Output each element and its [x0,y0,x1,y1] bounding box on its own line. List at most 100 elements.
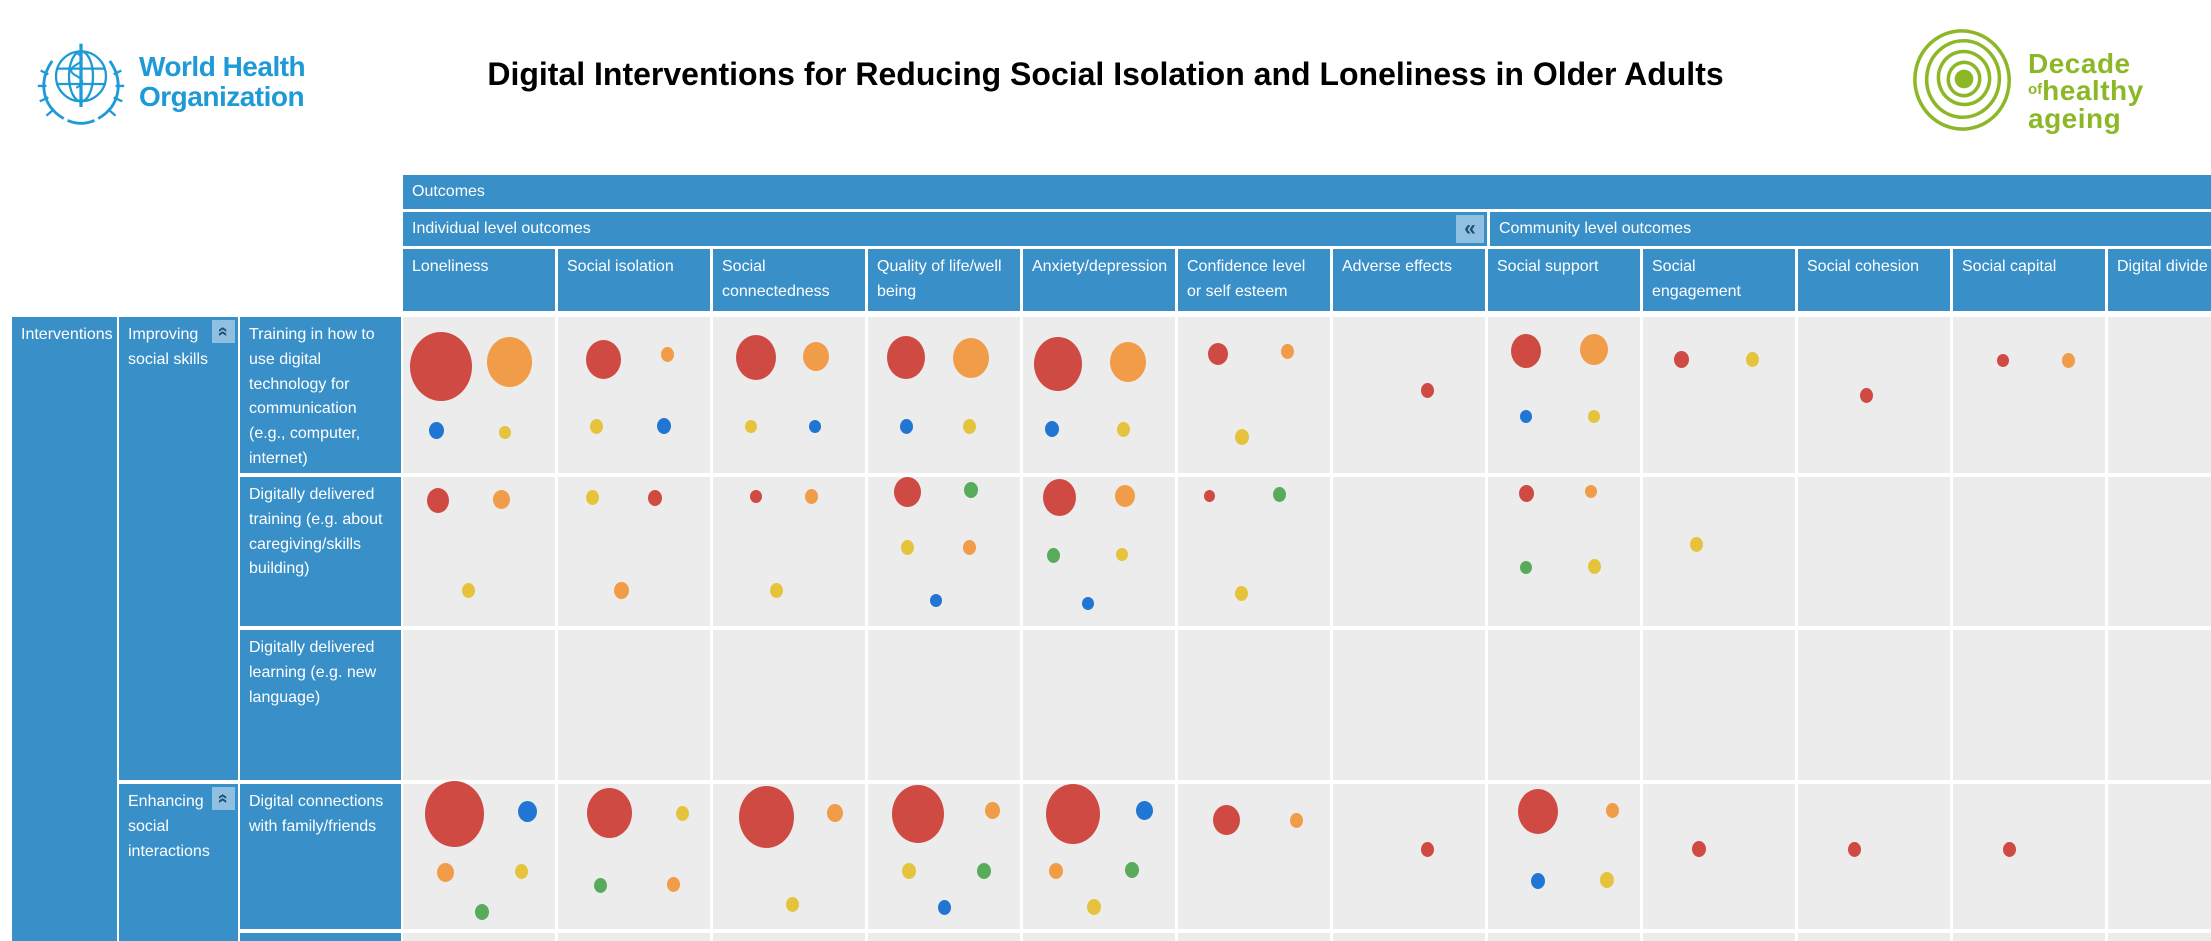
evidence-bubble-blue[interactable] [518,801,538,823]
evidence-bubble-orange[interactable] [614,581,630,599]
evidence-bubble-red[interactable] [410,332,472,402]
evidence-bubble-orange[interactable] [1585,485,1598,499]
evidence-bubble-orange[interactable] [1114,485,1135,508]
evidence-bubble-red[interactable] [1046,784,1101,845]
evidence-bubble-yellow[interactable] [586,490,600,506]
evidence-bubble-orange[interactable] [1280,343,1294,359]
evidence-bubble-green[interactable] [976,863,991,879]
evidence-bubble-red[interactable] [738,786,794,849]
evidence-bubble-red[interactable] [1042,479,1076,517]
evidence-bubble-yellow[interactable] [1689,536,1703,552]
evidence-bubble-red[interactable] [892,785,945,844]
evidence-bubble-yellow[interactable] [1116,421,1130,437]
evidence-bubble-orange[interactable] [493,489,511,509]
evidence-bubble-orange[interactable] [1580,334,1609,366]
evidence-bubble-yellow[interactable] [1588,410,1601,424]
evidence-bubble-yellow[interactable] [1745,351,1759,367]
evidence-bubble-blue[interactable] [657,418,672,435]
evidence-bubble-red[interactable] [894,476,922,507]
evidence-bubble-yellow[interactable] [515,863,529,879]
evidence-bubble-red[interactable] [648,489,663,506]
evidence-bubble-yellow[interactable] [676,805,690,821]
evidence-bubble-red[interactable] [425,781,485,848]
evidence-bubble-green[interactable] [1273,487,1287,503]
evidence-bubble-green[interactable] [475,903,490,920]
evidence-bubble-yellow[interactable] [589,418,603,434]
evidence-bubble-orange[interactable] [486,337,532,388]
evidence-bubble-yellow[interactable] [1587,558,1601,574]
evidence-bubble-blue[interactable] [1044,421,1059,438]
evidence-bubble-blue[interactable] [937,899,951,915]
evidence-bubble-yellow[interactable] [1115,547,1128,561]
evidence-bubble-blue[interactable] [1082,597,1095,611]
evidence-bubble-yellow[interactable] [901,539,915,555]
row-group-label: Enhancing social interactions [128,793,210,860]
evidence-bubble-red[interactable] [887,336,925,380]
evidence-bubble-yellow[interactable] [902,863,917,879]
evidence-bubble-red[interactable] [1518,484,1534,502]
evidence-bubble-blue[interactable] [428,422,444,440]
evidence-bubble-yellow[interactable] [785,896,799,912]
evidence-bubble-blue[interactable] [1531,873,1546,890]
evidence-bubble-orange[interactable] [953,337,990,378]
evidence-bubble-yellow[interactable] [770,582,784,598]
evidence-bubble-yellow[interactable] [745,419,757,433]
evidence-bubble-red[interactable] [1518,789,1559,835]
evidence-bubble-orange[interactable] [963,539,977,555]
evidence-bubble-yellow[interactable] [963,418,977,434]
evidence-bubble-red[interactable] [426,488,449,514]
evidence-bubble-red[interactable] [1673,350,1689,368]
evidence-bubble-orange[interactable] [805,488,819,504]
evidence-bubble-blue[interactable] [930,594,943,608]
decade-of-healthy-ageing-logo: Decade ofhealthy ageing [1910,24,2144,134]
evidence-bubble-red[interactable] [1420,841,1434,857]
evidence-bubble-orange[interactable] [1049,863,1064,879]
evidence-bubble-red[interactable] [1847,841,1861,857]
evidence-bubble-red[interactable] [1859,387,1873,403]
evidence-bubble-green[interactable] [1046,548,1060,564]
evidence-bubble-orange[interactable] [985,801,1001,819]
evidence-bubble-orange[interactable] [1109,342,1146,383]
grid-cell [713,784,865,929]
evidence-bubble-orange[interactable] [667,876,681,892]
evidence-bubble-red[interactable] [1033,336,1082,391]
evidence-bubble-orange[interactable] [2062,353,2076,369]
chevron-double-up-icon[interactable]: « [212,320,235,343]
evidence-bubble-blue[interactable] [808,419,821,433]
evidence-bubble-blue[interactable] [899,418,913,434]
evidence-bubble-orange[interactable] [1606,802,1620,818]
individual-level-outcomes-label: Individual level outcomes [412,220,591,237]
evidence-bubble-blue[interactable] [1136,800,1154,820]
evidence-bubble-orange[interactable] [437,862,455,882]
evidence-bubble-green[interactable] [1125,861,1140,878]
evidence-bubble-red[interactable] [1207,343,1228,366]
evidence-bubble-orange[interactable] [660,346,674,362]
evidence-bubble-red[interactable] [1204,490,1216,503]
evidence-bubble-blue[interactable] [1520,410,1532,424]
evidence-bubble-green[interactable] [964,482,979,499]
evidence-bubble-yellow[interactable] [1234,429,1249,446]
evidence-bubble-yellow[interactable] [1599,871,1614,888]
evidence-bubble-red[interactable] [749,489,762,503]
grid-cell [558,477,710,626]
evidence-bubble-yellow[interactable] [1087,899,1102,916]
evidence-bubble-red[interactable] [735,335,776,381]
evidence-bubble-red[interactable] [587,788,633,838]
evidence-bubble-yellow[interactable] [461,582,475,598]
evidence-bubble-red[interactable] [586,339,622,379]
evidence-bubble-red[interactable] [1692,841,1707,858]
evidence-bubble-red[interactable] [1420,382,1434,398]
evidence-bubble-yellow[interactable] [498,425,511,439]
chevron-double-up-icon[interactable]: « [212,787,235,810]
evidence-bubble-green[interactable] [1520,561,1532,575]
evidence-bubble-yellow[interactable] [1235,585,1249,601]
evidence-bubble-orange[interactable] [826,804,843,822]
chevron-double-left-icon[interactable]: « [1456,215,1484,243]
evidence-bubble-red[interactable] [2002,841,2016,857]
evidence-bubble-orange[interactable] [803,341,830,371]
evidence-bubble-red[interactable] [1213,805,1241,836]
evidence-bubble-red[interactable] [1511,334,1541,369]
evidence-bubble-green[interactable] [594,878,608,893]
evidence-bubble-orange[interactable] [1290,812,1304,828]
evidence-bubble-red[interactable] [1997,354,2010,368]
